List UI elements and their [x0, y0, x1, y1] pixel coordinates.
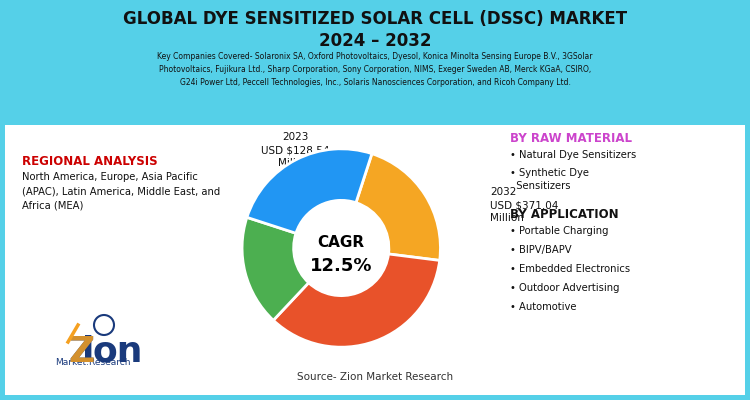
Wedge shape — [356, 154, 440, 260]
Text: • Automotive: • Automotive — [510, 302, 577, 312]
Text: 2023
USD $128.54
Million: 2023 USD $128.54 Million — [261, 132, 329, 168]
Text: • Synthetic Dye
  Sensitizers: • Synthetic Dye Sensitizers — [510, 168, 589, 191]
FancyBboxPatch shape — [5, 8, 745, 120]
Text: BY RAW MATERIAL: BY RAW MATERIAL — [510, 132, 632, 145]
Text: CAGR: CAGR — [318, 234, 364, 250]
Text: North America, Europe, Asia Pacific
(APAC), Latin America, Middle East, and
Afri: North America, Europe, Asia Pacific (APA… — [22, 172, 220, 211]
Text: i: i — [82, 335, 94, 369]
Text: 2024 – 2032: 2024 – 2032 — [319, 32, 431, 50]
Text: Z: Z — [68, 335, 94, 369]
Text: GLOBAL DYE SENSITIZED SOLAR CELL (DSSC) MARKET: GLOBAL DYE SENSITIZED SOLAR CELL (DSSC) … — [123, 10, 627, 28]
Text: Key Companies Covered- Solaronix SA, Oxford Photovoltaics, Dyesol, Konica Minolt: Key Companies Covered- Solaronix SA, Oxf… — [158, 52, 592, 87]
Wedge shape — [273, 254, 440, 347]
Text: Market.Research: Market.Research — [55, 358, 130, 367]
Wedge shape — [242, 217, 309, 320]
Text: • Embedded Electronics: • Embedded Electronics — [510, 264, 630, 274]
Circle shape — [294, 200, 388, 296]
Text: • BIPV/BAPV: • BIPV/BAPV — [510, 245, 572, 255]
Text: • Outdoor Advertising: • Outdoor Advertising — [510, 283, 620, 293]
Wedge shape — [247, 149, 372, 233]
FancyBboxPatch shape — [5, 125, 745, 395]
Text: • Portable Charging: • Portable Charging — [510, 226, 608, 236]
Text: Z: Z — [68, 335, 94, 369]
Text: • Natural Dye Sensitizers: • Natural Dye Sensitizers — [510, 150, 636, 160]
Text: Source- Zion Market Research: Source- Zion Market Research — [297, 372, 453, 382]
Text: 12.5%: 12.5% — [310, 257, 373, 275]
Text: BY APPLICATION: BY APPLICATION — [510, 208, 619, 221]
Text: REGIONAL ANALYSIS: REGIONAL ANALYSIS — [22, 155, 158, 168]
Text: 2032
USD $371.04
Million: 2032 USD $371.04 Million — [490, 187, 558, 223]
Text: on: on — [92, 335, 142, 369]
